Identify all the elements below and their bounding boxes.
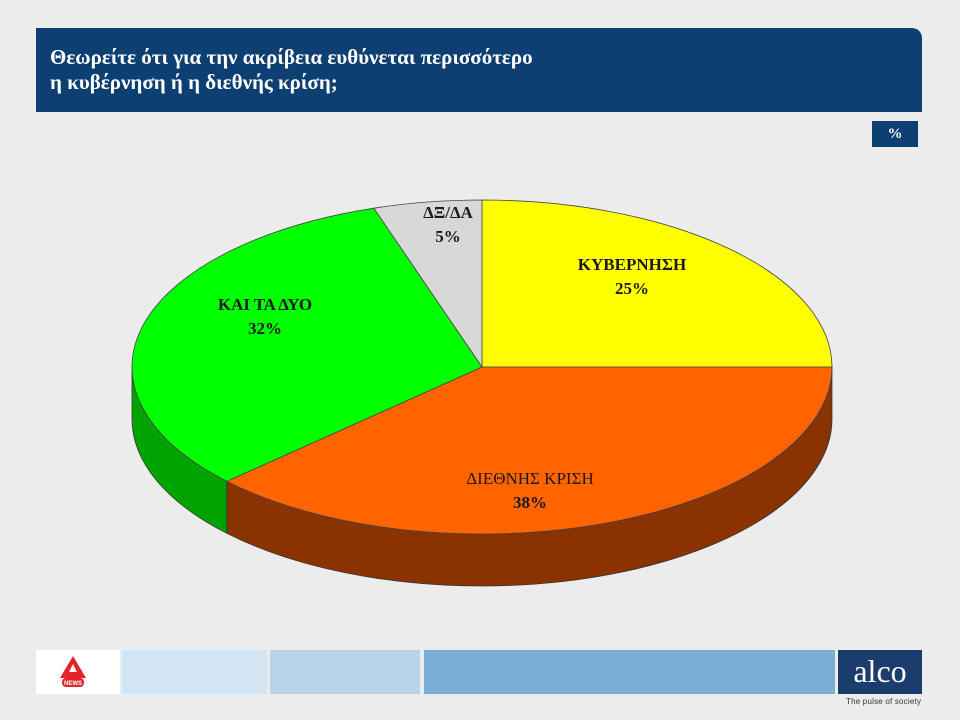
pie-slice-3 xyxy=(373,199,483,369)
slice-value-2: 32% xyxy=(248,319,282,338)
slice-label-1: ΔΙΕΘΝΗΣ ΚΡΙΣΗ xyxy=(466,469,594,488)
title-line-2: η κυβέρνηση ή η διεθνής κρίση; xyxy=(50,70,338,94)
pie-top xyxy=(131,199,833,535)
pie-slice-1 xyxy=(225,366,833,535)
slice-value-1: 38% xyxy=(513,493,547,512)
alco-brand: alco xyxy=(853,653,907,689)
unit-badge: % xyxy=(872,121,918,147)
slice-value-0: 25% xyxy=(615,279,649,298)
footer-band-1 xyxy=(122,650,267,694)
pie-slice-2 xyxy=(131,207,483,482)
chart-title: Θεωρείτε ότι για την ακρίβεια ευθύνεται … xyxy=(50,45,890,95)
slice-label-3: ΔΞ/ΔΑ xyxy=(423,203,474,222)
pie-slice-0 xyxy=(481,199,833,368)
footer-band-3 xyxy=(424,650,835,694)
title-line-1: Θεωρείτε ότι για την ακρίβεια ευθύνεται … xyxy=(50,45,533,69)
alco-tagline: The pulse of society xyxy=(846,697,922,706)
slice-label-2: ΚΑΙ ΤΑ ΔΥΟ xyxy=(218,295,312,314)
news-logo: NEWS xyxy=(60,656,86,687)
news-logo-text: NEWS xyxy=(64,681,82,687)
slice-label-0: ΚΥΒΕΡΝΗΣΗ xyxy=(578,255,686,274)
slice-value-3: 5% xyxy=(435,227,461,246)
title-banner: Θεωρείτε ότι για την ακρίβεια ευθύνεται … xyxy=(36,28,922,112)
alco-logo: alco xyxy=(838,650,922,694)
pie-labels: ΚΥΒΕΡΝΗΣΗ 25% ΔΙΕΘΝΗΣ ΚΡΙΣΗ 38% ΚΑΙ ΤΑ ΔΥΟ 32… xyxy=(218,203,686,512)
footer-band-2 xyxy=(270,650,420,694)
